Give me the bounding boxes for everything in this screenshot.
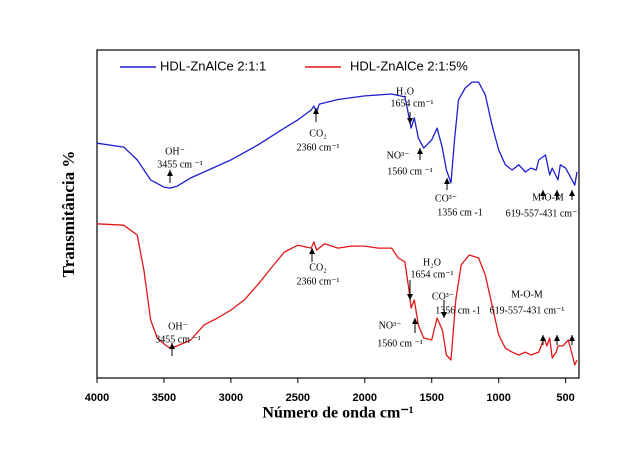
annotation: CO₂ bbox=[309, 128, 326, 139]
arrow-head bbox=[407, 294, 413, 300]
x-tick-label: 4000 bbox=[85, 392, 109, 404]
annotation: 1654 cm⁻¹ bbox=[391, 98, 434, 109]
arrow-head bbox=[313, 108, 319, 114]
x-tick-label: 2500 bbox=[286, 392, 310, 404]
annotation: 619-557-431 cm⁻¹ bbox=[506, 208, 581, 219]
arrow-head bbox=[554, 335, 560, 341]
x-tick-label: 3000 bbox=[219, 392, 243, 404]
x-tick-label: 500 bbox=[556, 392, 574, 404]
x-tick-label: 1000 bbox=[486, 392, 510, 404]
arrow-head bbox=[540, 190, 546, 196]
annotation: 2360 cm⁻¹ bbox=[297, 142, 340, 153]
annotation: 2360 cm⁻¹ bbox=[297, 276, 340, 287]
arrow-head bbox=[169, 343, 175, 349]
x-tick-label: 1500 bbox=[419, 392, 443, 404]
annotation: 1654 cm⁻¹ bbox=[411, 269, 454, 280]
arrow-head bbox=[407, 118, 413, 124]
x-tick-label: 3500 bbox=[152, 392, 176, 404]
annotation: 1560 cm ⁻¹ bbox=[377, 338, 423, 349]
annotation: OH⁻ bbox=[168, 321, 188, 332]
annotation: 3455 cm ⁻¹ bbox=[157, 159, 203, 170]
annotation: 619-557-431 cm⁻¹ bbox=[490, 305, 565, 316]
annotation: H₂O bbox=[423, 257, 441, 268]
annotation: H₂O bbox=[396, 86, 414, 97]
arrow-head bbox=[569, 190, 575, 196]
x-axis-label: Número de onda cm⁻¹ bbox=[262, 405, 413, 422]
annotation: NO³⁻ bbox=[387, 150, 410, 161]
arrow-head bbox=[309, 248, 315, 254]
x-tick-label: 2000 bbox=[353, 392, 377, 404]
annotation: 1560 cm ⁻¹ bbox=[387, 166, 433, 177]
arrow-head bbox=[412, 318, 418, 324]
spectrum-line bbox=[96, 81, 578, 189]
annotation: CO³⁻ bbox=[435, 193, 457, 204]
annotation: M-O-M bbox=[511, 289, 543, 300]
legend-label: HDL-ZnAlCe 2:1:1 bbox=[160, 58, 266, 73]
spectrum-line bbox=[96, 223, 578, 366]
annotation: NO³⁻ bbox=[379, 320, 402, 331]
annotation: CO₂ bbox=[309, 262, 326, 273]
arrow-head bbox=[569, 335, 575, 341]
arrow-head bbox=[167, 170, 173, 176]
y-axis-label: Transmitância % bbox=[59, 151, 78, 278]
arrow-head bbox=[444, 178, 450, 184]
arrow-head bbox=[417, 148, 423, 154]
annotation: CO³⁻ bbox=[432, 291, 454, 302]
annotation: 1356 cm -1 bbox=[437, 207, 483, 218]
annotation: M-O-M bbox=[532, 192, 564, 203]
arrow-head bbox=[540, 335, 546, 341]
plot-frame bbox=[96, 49, 580, 379]
annotation: 3455 cm ⁻¹ bbox=[155, 334, 201, 345]
annotation: OH⁻ bbox=[165, 146, 185, 157]
arrow-head bbox=[441, 312, 447, 318]
legend-label: HDL-ZnAlCe 2:1:5% bbox=[350, 58, 468, 73]
annotation: 1356 cm -1 bbox=[435, 305, 481, 316]
arrow-head bbox=[554, 190, 560, 196]
